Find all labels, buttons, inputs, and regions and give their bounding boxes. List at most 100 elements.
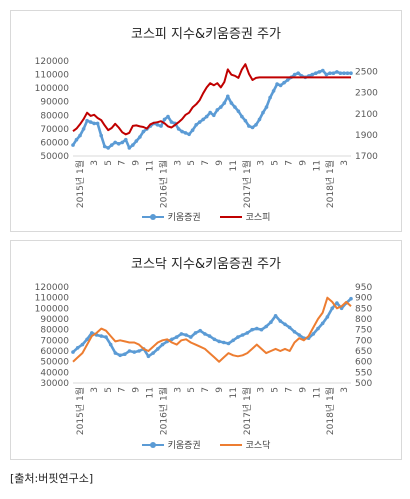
x-tick-label: 7	[118, 387, 128, 393]
data-point	[296, 71, 301, 75]
y-left-tick-label: 100000	[35, 84, 70, 94]
data-point	[80, 342, 85, 347]
data-point	[212, 113, 216, 118]
x-tick-label: 3	[90, 387, 100, 393]
legend-item-kiwoom: 키움증권	[141, 438, 201, 451]
legend-label: 키움증권	[167, 213, 201, 223]
data-point	[88, 120, 93, 124]
data-point	[255, 326, 259, 331]
y-left-tick-label: 80000	[40, 111, 69, 121]
x-tick-label: 5	[187, 160, 197, 166]
data-point	[273, 314, 278, 318]
y-right-tick-label: 1900	[355, 131, 378, 141]
x-tick-label: 11	[229, 160, 239, 171]
legend-line-swatch	[219, 215, 242, 218]
data-point	[75, 346, 80, 350]
data-point	[113, 351, 118, 355]
data-point	[99, 334, 104, 338]
data-point	[180, 129, 184, 134]
data-point	[189, 335, 193, 339]
chart-title: 코스피 지수&키움증권 주가	[131, 27, 281, 42]
data-point	[331, 71, 336, 75]
data-point	[183, 131, 188, 135]
x-tick-label: 9	[132, 160, 142, 166]
data-point	[166, 114, 170, 119]
x-tick-label: 2016년 1월	[157, 160, 169, 208]
data-point	[325, 315, 330, 319]
data-point	[271, 89, 276, 93]
x-tick-label: 2017년 1월	[241, 160, 253, 208]
data-point	[174, 335, 179, 339]
data-point	[184, 333, 188, 337]
y-right-tick-label: 600	[355, 358, 372, 368]
data-point	[85, 337, 89, 342]
x-tick-label: 11	[229, 387, 239, 398]
x-tick-label: 2016년 1월	[157, 387, 169, 435]
data-point	[264, 324, 268, 329]
data-point	[247, 124, 251, 128]
y-left-tick-label: 90000	[40, 315, 69, 325]
x-tick-label: 9	[298, 387, 308, 393]
data-point	[162, 117, 167, 122]
x-tick-label: 11	[145, 387, 155, 398]
data-point	[314, 71, 318, 75]
data-point	[102, 144, 107, 149]
data-point	[321, 68, 325, 73]
data-point	[71, 350, 75, 354]
x-tick-label: 7	[284, 387, 294, 393]
data-point	[338, 71, 343, 75]
data-point	[151, 351, 155, 355]
data-point	[160, 342, 165, 347]
y-left-tick-label: 110000	[35, 71, 70, 81]
kospi-chart-plot: 50000 60000 70000 80000 90000 100000 110000 120…	[35, 57, 379, 208]
data-point	[108, 342, 113, 347]
legend-line-swatch	[219, 443, 242, 446]
x-tick-label: 3	[173, 160, 183, 166]
data-point	[71, 143, 75, 147]
data-point	[127, 349, 132, 353]
y-left-tick-label: 90000	[40, 98, 69, 108]
y-left-tick-label: 60000	[40, 347, 69, 357]
data-point	[193, 331, 198, 335]
x-tick-label: 7	[201, 160, 211, 166]
y-left-tick-label: 110000	[35, 294, 70, 304]
y-right-tick-label: 650	[355, 347, 372, 357]
x-tick-label: 3	[340, 160, 350, 166]
y-right-tick-label: 2300	[355, 89, 378, 99]
data-point	[282, 80, 286, 85]
data-point	[226, 94, 230, 99]
data-point	[81, 127, 86, 131]
data-point	[264, 105, 269, 109]
data-point	[212, 337, 217, 342]
data-point	[243, 118, 248, 123]
data-point	[120, 140, 125, 145]
data-point	[219, 105, 223, 109]
y-left-tick-label: 40000	[40, 368, 69, 378]
data-point	[335, 301, 339, 305]
data-point	[226, 341, 231, 346]
legend-line-swatch	[141, 213, 164, 220]
x-tick-label: 9	[215, 160, 225, 166]
y-left-tick-label: 70000	[40, 336, 69, 346]
chart-legend: 키움증권 코스피	[11, 210, 401, 223]
data-point	[349, 71, 353, 75]
kosdaq-chart-plot: 3000040000500006000070000800009000010000…	[35, 283, 373, 435]
data-point	[240, 114, 244, 119]
data-point	[99, 133, 103, 138]
data-point	[236, 335, 240, 339]
data-point	[134, 139, 139, 143]
x-tick-label: 3	[90, 160, 100, 166]
data-point	[215, 108, 220, 112]
data-point	[268, 95, 272, 100]
y-right-tick-label: 800	[355, 315, 372, 325]
x-tick-label: 2017년 1월	[241, 387, 253, 435]
data-point	[146, 354, 151, 359]
data-point	[285, 78, 290, 82]
data-point	[317, 70, 322, 74]
data-point	[229, 101, 234, 105]
data-point	[240, 333, 245, 337]
x-tick-label: 3	[257, 387, 267, 393]
data-point	[292, 330, 297, 334]
y-right-tick-label: 950	[355, 283, 372, 293]
data-point	[330, 306, 335, 311]
